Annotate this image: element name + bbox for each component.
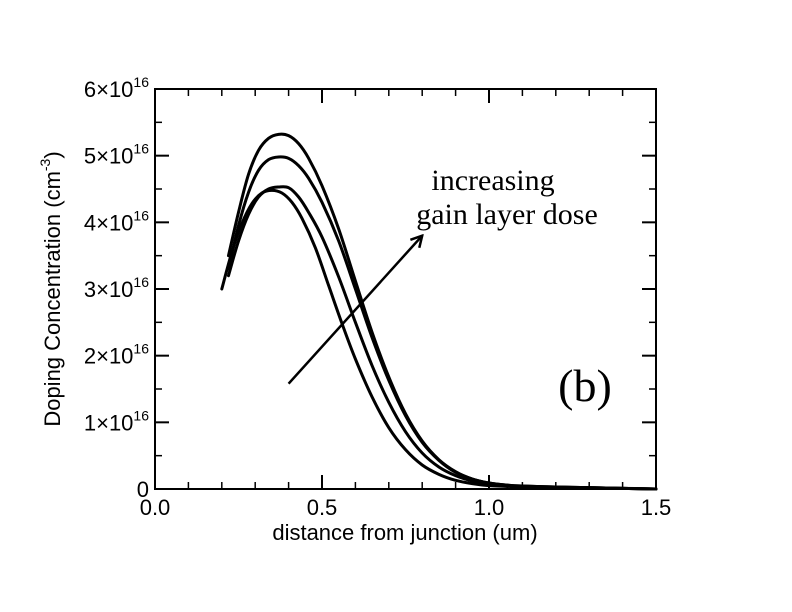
y-axis-title-base: Doping Concentration (cm [40,171,65,427]
y-axis-title-close: ) [40,151,65,158]
y-tick-label: 1×1016 [84,407,149,435]
x-tick-labels: 0.0 0.5 1.0 1.5 [140,495,672,520]
y-tick-label: 6×1016 [84,74,149,102]
series-line-3 [226,185,658,491]
series-group [220,132,658,491]
x-tick-label: 0.5 [307,495,338,520]
panel-label: (b) [558,360,612,411]
y-axis-title-exponent: -3 [37,158,53,171]
x-tick-label: 1.0 [474,495,505,520]
y-axis-title: Doping Concentration (cm-3) [37,151,65,426]
series-line-4 [220,188,658,491]
y-tick-label: 3×1016 [84,274,149,302]
x-axis-title: distance from junction (um) [272,520,537,545]
y-tick-label: 5×1016 [84,141,149,169]
x-tick-label: 0.0 [140,495,171,520]
y-tick-label: 2×1016 [84,341,149,369]
annotation-increasing: increasing [431,164,554,197]
y-tick-label: 0 [137,477,149,502]
annotation-gain-layer-dose: gain layer dose [416,198,598,231]
y-tick-labels: 0 1×1016 2×1016 3×1016 4×1016 5×1016 6×1016 [84,74,149,502]
x-tick-label: 1.5 [641,495,672,520]
increasing-dose-arrow [287,236,423,385]
y-tick-label: 4×1016 [84,207,149,235]
